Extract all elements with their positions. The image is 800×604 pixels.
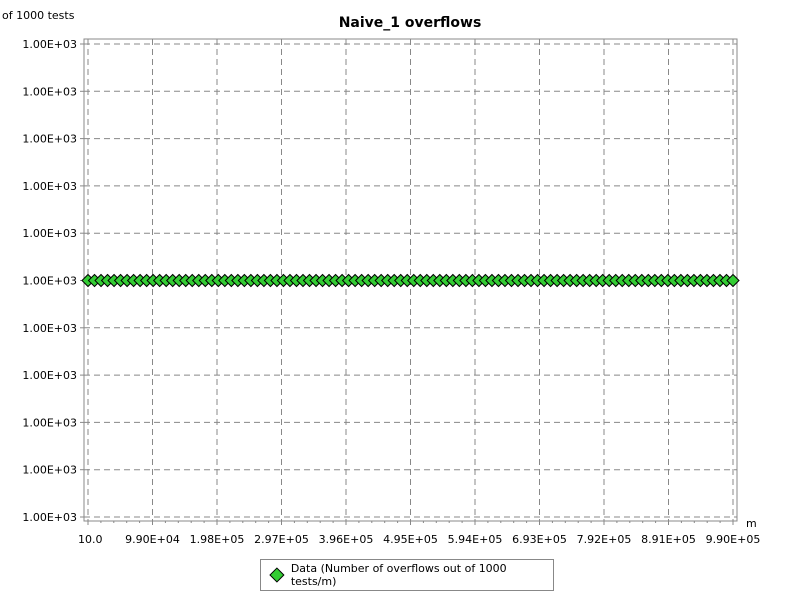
x-tick-label: 5.94E+05 [448,533,503,546]
plot-area: 1.00E+03 1.00E+03 1.00E+03 1.00E+03 1.00E+03… [22,38,760,546]
x-tick-label: 3.96E+05 [319,533,374,546]
x-tick-label: 2.97E+05 [254,533,309,546]
y-tick-label: 1.00E+03 [22,464,77,477]
x-tick-label: 10.0 [78,533,103,546]
x-tick-label: 8.91E+05 [641,533,696,546]
legend-label: Data (Number of overflows out of 1000 te… [290,562,507,588]
legend: Data (Number of overflows out of 1000 te… [260,559,554,591]
chart-title: Naive_1 overflows [339,15,482,31]
y-tick-label: 1.00E+03 [22,275,77,288]
x-tick-label: 7.92E+05 [577,533,632,546]
y-tick-label: 1.00E+03 [22,322,77,335]
x-tick-label: 6.93E+05 [512,533,567,546]
y-tick-label: 1.00E+03 [22,38,77,51]
y-tick-label: 1.00E+03 [22,133,77,146]
y-tick-label: 1.00E+03 [22,511,77,524]
y-tick-label: 1.00E+03 [22,369,77,382]
y-tick-label: 1.00E+03 [22,180,77,193]
x-tick-label: 9.90E+04 [125,533,180,546]
x-tick-label: 9.90E+05 [706,533,761,546]
y-tick-label: 1.00E+03 [22,227,77,240]
legend-marker-diamond-icon [269,567,285,583]
y-tick-label: 1.00E+03 [22,416,77,429]
data-point [726,273,740,288]
x-tick-label: 4.95E+05 [383,533,438,546]
y-axis-label: of 1000 tests [2,9,75,22]
y-tick-label: 1.00E+03 [22,85,77,98]
x-tick-label: 1.98E+05 [190,533,245,546]
x-axis-label: m [746,517,757,530]
